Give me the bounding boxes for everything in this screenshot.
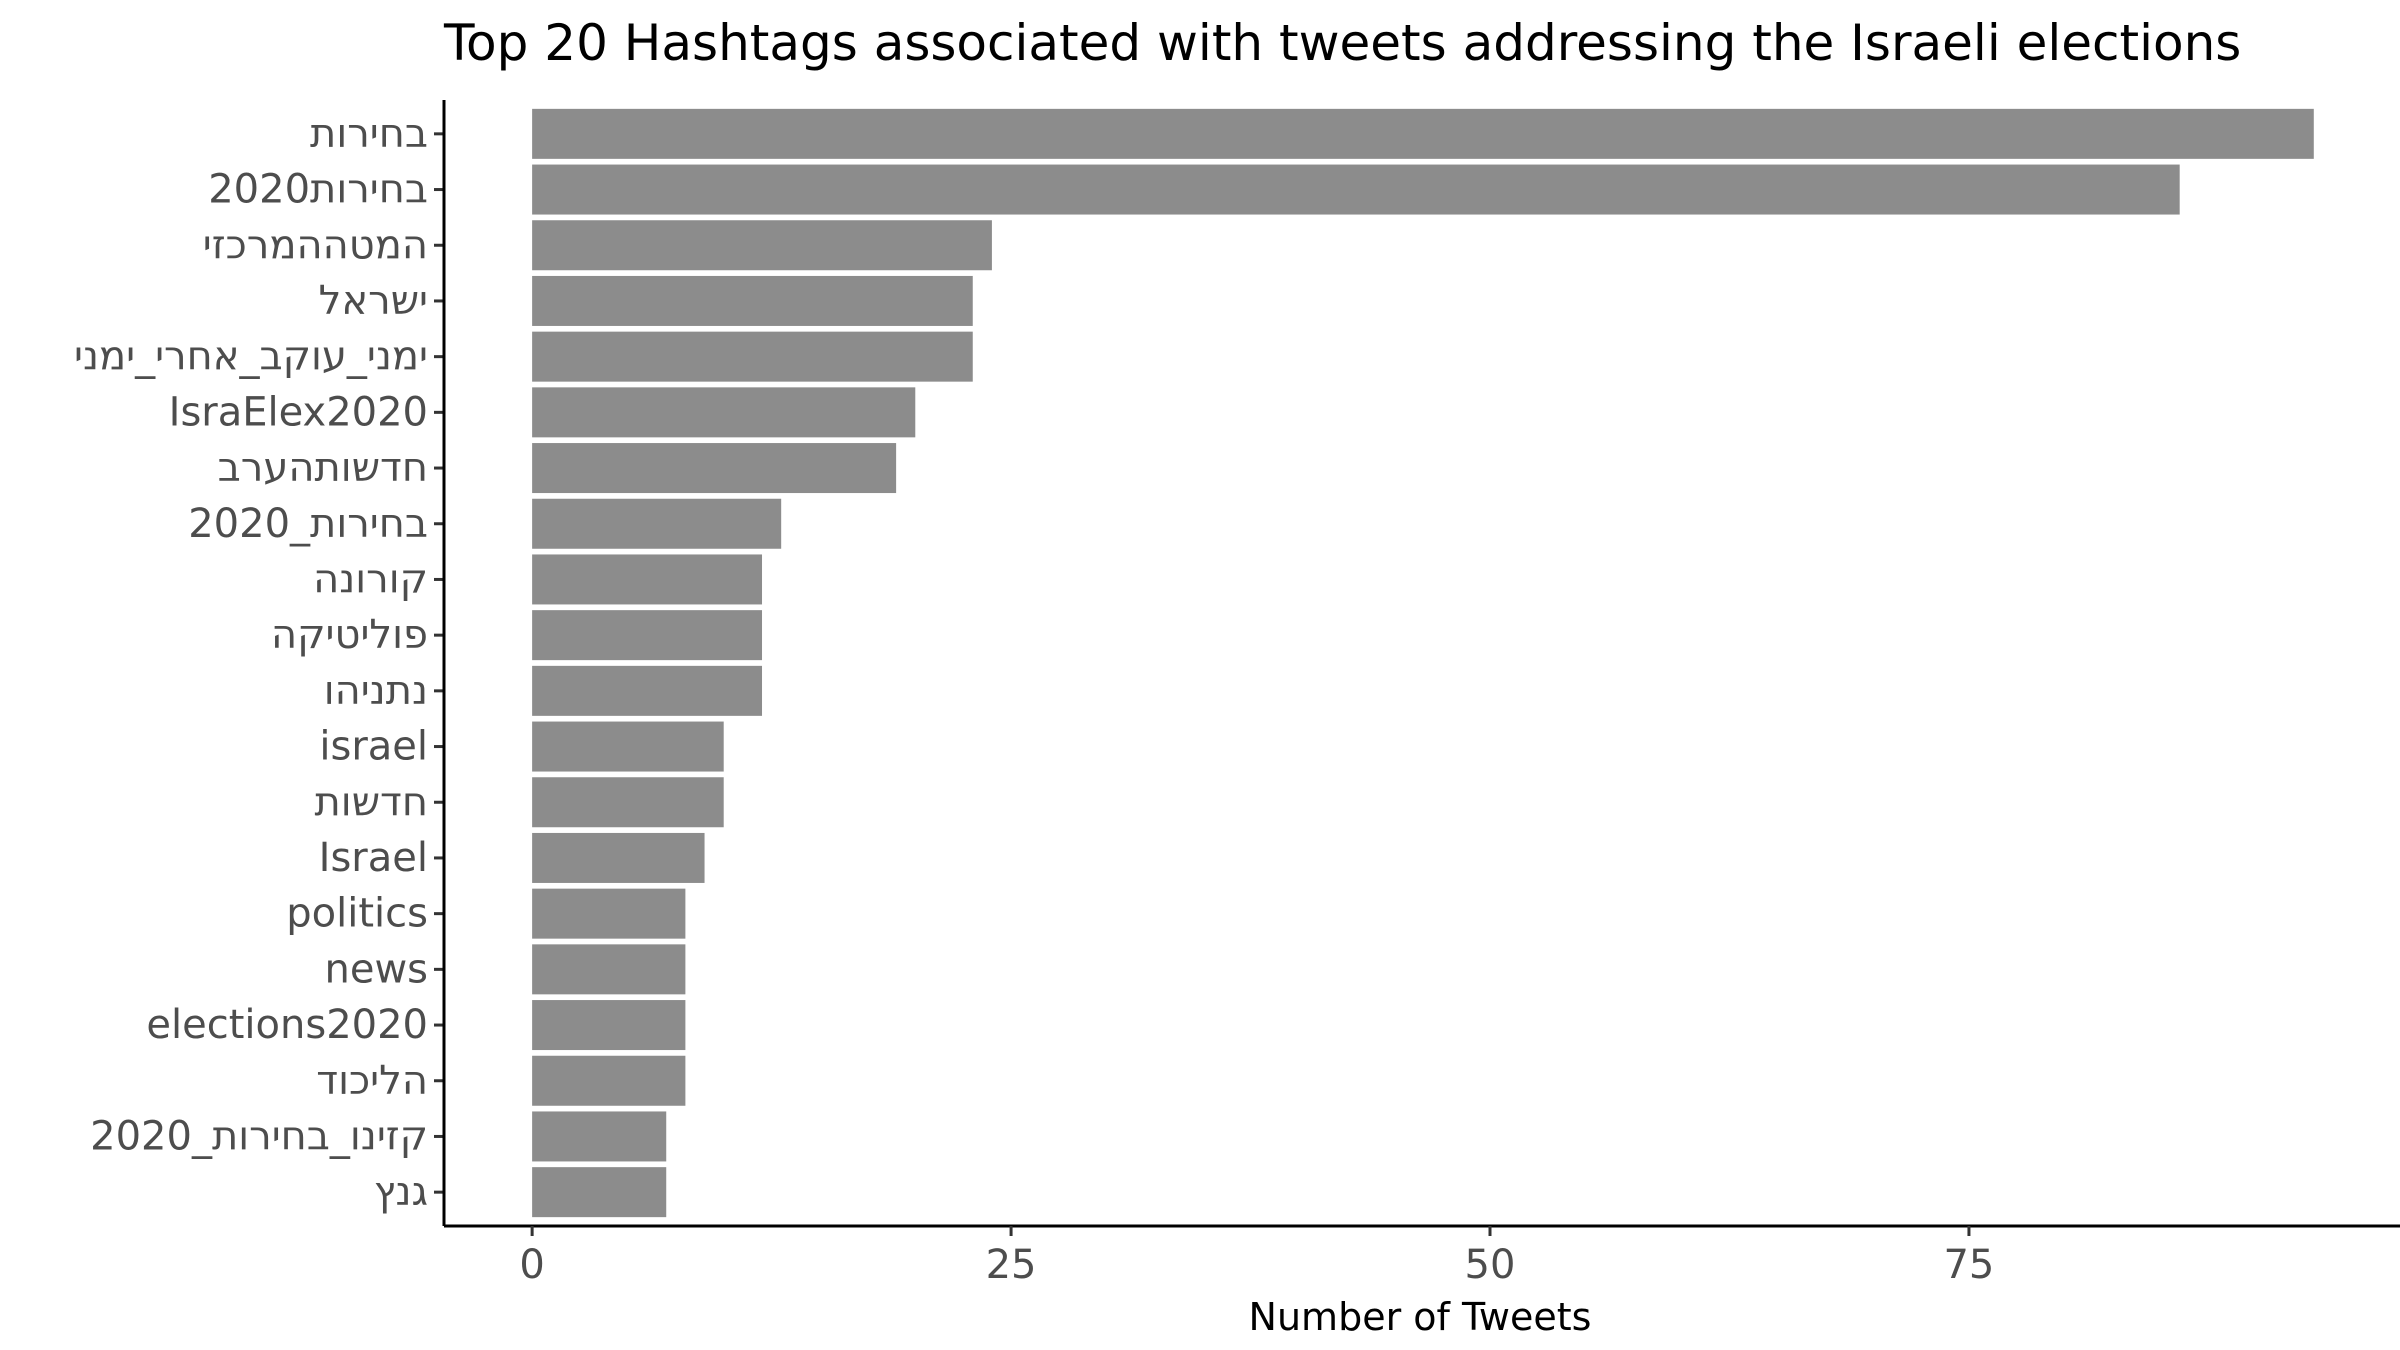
- y-tick-label: המטההמרכזי: [203, 222, 428, 268]
- y-tick-label: גנץ: [374, 1169, 428, 1215]
- bar: [532, 443, 897, 494]
- bar: [532, 387, 916, 438]
- y-tick-label: בחירות_2020: [188, 501, 428, 547]
- y-tick-label: הליכוד: [316, 1058, 428, 1104]
- y-tick-label: IsraElex2020: [169, 389, 428, 435]
- y-tick-label: קזינו_בחירות_2020: [90, 1113, 428, 1159]
- y-tick-label: בחירות: [310, 111, 428, 157]
- x-tick-label: 25: [986, 1242, 1037, 1288]
- y-tick-label: נתניהו: [324, 668, 428, 714]
- bar: [532, 721, 724, 772]
- bar: [532, 108, 2314, 159]
- bar: [532, 1000, 686, 1051]
- bar: [532, 888, 686, 939]
- y-tick-label: politics: [286, 891, 428, 937]
- y-tick-label: קורונה: [313, 556, 428, 602]
- bar: [532, 665, 763, 716]
- bar: [532, 498, 782, 549]
- y-tick-label: elections2020: [146, 1002, 428, 1048]
- y-tick-label: Israel: [319, 835, 428, 881]
- y-tick-label: חדשותהערב: [218, 445, 428, 491]
- bar: [532, 1111, 667, 1162]
- bars-group: [532, 108, 2314, 1218]
- x-axis: 0 25 50 75: [444, 1224, 2400, 1288]
- y-tick-label: news: [324, 946, 428, 992]
- bar: [532, 220, 992, 271]
- bar: [532, 1055, 686, 1106]
- bar: [532, 610, 763, 661]
- x-axis-title: Number of Tweets: [1249, 1295, 1592, 1339]
- chart-title: Top 20 Hashtags associated with tweets a…: [443, 14, 2241, 72]
- bar: [532, 777, 724, 828]
- y-tick-label: בחירות2020: [208, 167, 428, 213]
- bar: [532, 331, 973, 382]
- y-tick-label: חדשות: [315, 779, 429, 825]
- y-tick-label: פוליטיקה: [271, 612, 428, 658]
- bar: [532, 554, 763, 605]
- bar: [532, 275, 973, 326]
- y-tick-label: ימני_עוקב_אחרי_ימני: [74, 334, 428, 380]
- bar: [532, 164, 2180, 215]
- y-tick-label: ישראל: [319, 278, 428, 324]
- x-tick-label: 75: [1943, 1242, 1994, 1288]
- y-tick-label: israel: [319, 724, 428, 770]
- x-tick-label: 0: [519, 1242, 544, 1288]
- bar: [532, 1167, 667, 1218]
- bar: [532, 944, 686, 995]
- bar: [532, 832, 705, 883]
- y-axis: בחירות בחירות2020 המטההמרכזי ישראל ימני_עוקב…: [74, 100, 446, 1226]
- x-tick-label: 50: [1465, 1242, 1516, 1288]
